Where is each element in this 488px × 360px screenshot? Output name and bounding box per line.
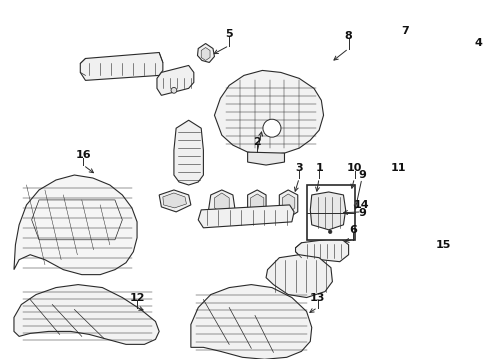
Text: 2: 2	[253, 137, 261, 147]
Text: 11: 11	[390, 163, 406, 173]
Polygon shape	[310, 192, 345, 230]
Circle shape	[328, 230, 331, 234]
Circle shape	[171, 87, 177, 93]
Text: 13: 13	[309, 293, 325, 302]
Polygon shape	[208, 190, 235, 218]
Polygon shape	[201, 48, 210, 60]
Polygon shape	[250, 194, 264, 214]
Text: 7: 7	[400, 26, 407, 36]
Text: 14: 14	[353, 200, 369, 210]
Text: 12: 12	[129, 293, 144, 302]
Text: 9: 9	[357, 170, 365, 180]
Polygon shape	[214, 193, 229, 213]
Polygon shape	[163, 193, 186, 208]
Polygon shape	[197, 44, 214, 62]
Polygon shape	[247, 190, 265, 218]
Text: 8: 8	[344, 31, 352, 41]
Text: 10: 10	[346, 163, 362, 173]
Polygon shape	[157, 66, 193, 95]
Text: 4: 4	[473, 37, 481, 48]
Text: 3: 3	[295, 163, 303, 173]
Text: 6: 6	[348, 225, 356, 235]
Polygon shape	[279, 190, 297, 218]
Circle shape	[263, 119, 281, 137]
Polygon shape	[190, 285, 311, 359]
Text: 9: 9	[357, 208, 365, 218]
Polygon shape	[265, 255, 332, 298]
Polygon shape	[214, 71, 323, 155]
Bar	[306, 185, 354, 240]
Polygon shape	[198, 205, 293, 228]
Polygon shape	[174, 120, 203, 185]
Polygon shape	[14, 285, 159, 345]
Polygon shape	[159, 190, 190, 212]
Polygon shape	[282, 194, 294, 214]
Polygon shape	[14, 175, 137, 275]
Polygon shape	[247, 152, 284, 165]
Text: 1: 1	[315, 163, 323, 173]
Text: 15: 15	[434, 240, 450, 250]
Text: 16: 16	[75, 150, 91, 160]
Text: 5: 5	[225, 28, 233, 39]
Polygon shape	[80, 53, 163, 80]
Polygon shape	[295, 238, 348, 262]
